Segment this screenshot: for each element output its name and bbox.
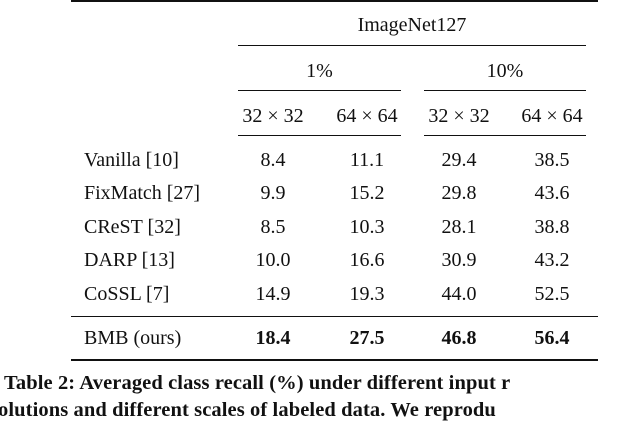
- table-cell-best: 46.8: [441, 327, 477, 349]
- method-name: BMB (ours): [84, 327, 182, 349]
- table-cell: 11.1: [349, 149, 385, 171]
- table-cell: 43.2: [534, 249, 570, 271]
- header-rule-right: [424, 135, 586, 136]
- table-cell: 8.5: [260, 216, 286, 238]
- method-name: Vanilla [10]: [84, 149, 179, 171]
- dataset-header: ImageNet127: [357, 14, 467, 36]
- table-cell: 10.3: [349, 216, 385, 238]
- bottom-rule: [71, 359, 598, 361]
- table-cell-best: 18.4: [255, 327, 291, 349]
- method-name: FixMatch [27]: [84, 182, 201, 204]
- table-cell: 43.6: [534, 182, 570, 204]
- caption-line-1: Table 2: Averaged class recall (%) under…: [4, 372, 511, 394]
- table-cell: 52.5: [534, 283, 570, 305]
- scale-rule-1pct: [238, 90, 401, 91]
- scale-header-1pct: 1%: [306, 60, 333, 82]
- group-rule: [238, 45, 586, 46]
- table-cell: 19.3: [349, 283, 385, 305]
- method-name: CReST [32]: [84, 216, 181, 238]
- table-cell: 16.6: [349, 249, 385, 271]
- table-cell: 8.4: [260, 149, 286, 171]
- table-cell: 38.8: [534, 216, 570, 238]
- table-cell-best: 27.5: [349, 327, 385, 349]
- resolution-header: 32 × 32: [428, 105, 490, 127]
- resolution-header: 32 × 32: [242, 105, 304, 127]
- resolution-header: 64 × 64: [336, 105, 398, 127]
- scale-rule-10pct: [424, 90, 586, 91]
- table-cell: 10.0: [255, 249, 291, 271]
- method-name: CoSSL [7]: [84, 283, 170, 305]
- mid-rule: [71, 316, 598, 317]
- scale-header-10pct: 10%: [486, 60, 524, 82]
- table-cell-best: 56.4: [534, 327, 570, 349]
- header-rule-left: [238, 135, 401, 136]
- table-cell: 29.4: [441, 149, 477, 171]
- method-name: DARP [13]: [84, 249, 175, 271]
- table-cell: 29.8: [441, 182, 477, 204]
- table-cell: 30.9: [441, 249, 477, 271]
- table-cell: 28.1: [441, 216, 477, 238]
- top-rule: [71, 0, 598, 2]
- caption-line-2: olutions and different scales of labeled…: [0, 399, 496, 421]
- table-cell: 44.0: [441, 283, 477, 305]
- table-cell: 38.5: [534, 149, 570, 171]
- resolution-header: 64 × 64: [521, 105, 583, 127]
- table-cell: 15.2: [349, 182, 385, 204]
- table-cell: 14.9: [255, 283, 291, 305]
- table-cell: 9.9: [260, 182, 286, 204]
